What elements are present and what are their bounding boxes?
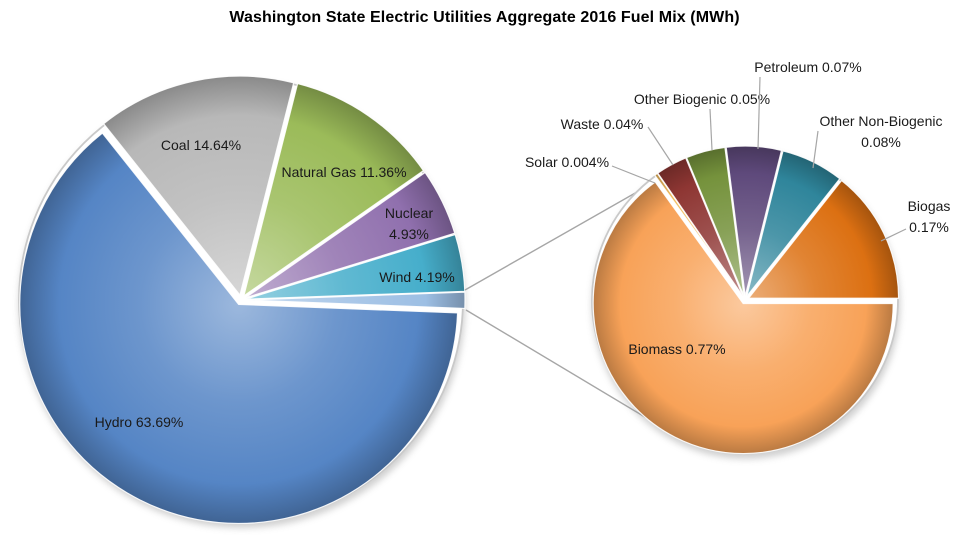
secondary-pie-slice-waste xyxy=(657,157,744,298)
leader-line-4 xyxy=(812,130,819,169)
connector-line-0 xyxy=(464,179,659,291)
leader-line-3 xyxy=(757,76,761,150)
secondary-pie xyxy=(591,145,900,459)
main-pie-label-wind-4-19: Wind 4.19% xyxy=(379,269,454,285)
main-pie-label-hydro-63-69: Hydro 63.69% xyxy=(95,414,184,430)
leader-line-5 xyxy=(880,228,907,242)
secondary-pie-slice-other-biogenic xyxy=(685,146,745,297)
secondary-pie-slice-petroleum xyxy=(725,145,783,297)
main-pie-label-nuclear: Nuclear 4.93% xyxy=(385,205,434,242)
secondary-pie-label-biomass-0-77: Biomass 0.77% xyxy=(628,341,725,357)
main-pie xyxy=(18,75,466,528)
main-pie-label-natural-gas-11-36: Natural Gas 11.36% xyxy=(281,164,406,180)
leader-line-1 xyxy=(647,126,674,166)
secondary-pie-slice-other-non-biogenic xyxy=(746,150,841,298)
secondary-pie-label-waste-0-04: Waste 0.04% xyxy=(561,116,644,132)
leader-line-0 xyxy=(611,165,656,184)
main-pie-label-coal-14-64: Coal 14.64% xyxy=(161,137,241,153)
secondary-pie-label-petroleum-0-07: Petroleum 0.07% xyxy=(754,59,861,75)
secondary-pie-label-solar-0-004: Solar 0.004% xyxy=(525,154,609,170)
connector-line-1 xyxy=(465,309,651,421)
secondary-pie-label-biogas: Biogas 0.17% xyxy=(908,198,951,235)
secondary-pie-label-other-biogenic-0-05: Other Biogenic 0.05% xyxy=(634,91,770,107)
main-pie-slice-wind xyxy=(245,234,466,300)
secondary-pie-slice-biogas xyxy=(748,179,900,299)
leader-line-2 xyxy=(709,108,713,151)
chart-title: Washington State Electric Utilities Aggr… xyxy=(229,9,740,26)
secondary-pie-label-other-non-biogenic: Other Non-Biogenic 0.08% xyxy=(820,113,943,150)
main-pie-slice-hydro xyxy=(19,132,459,524)
main-pie-slice-nuclear xyxy=(244,171,456,299)
main-pie-slice-natural-gas xyxy=(243,82,425,297)
secondary-pie-slice-biomass xyxy=(592,181,894,455)
main-pie-slice-coal xyxy=(103,75,295,296)
main-pie-slice-other-expanded-in-secondary-pie xyxy=(245,291,466,310)
